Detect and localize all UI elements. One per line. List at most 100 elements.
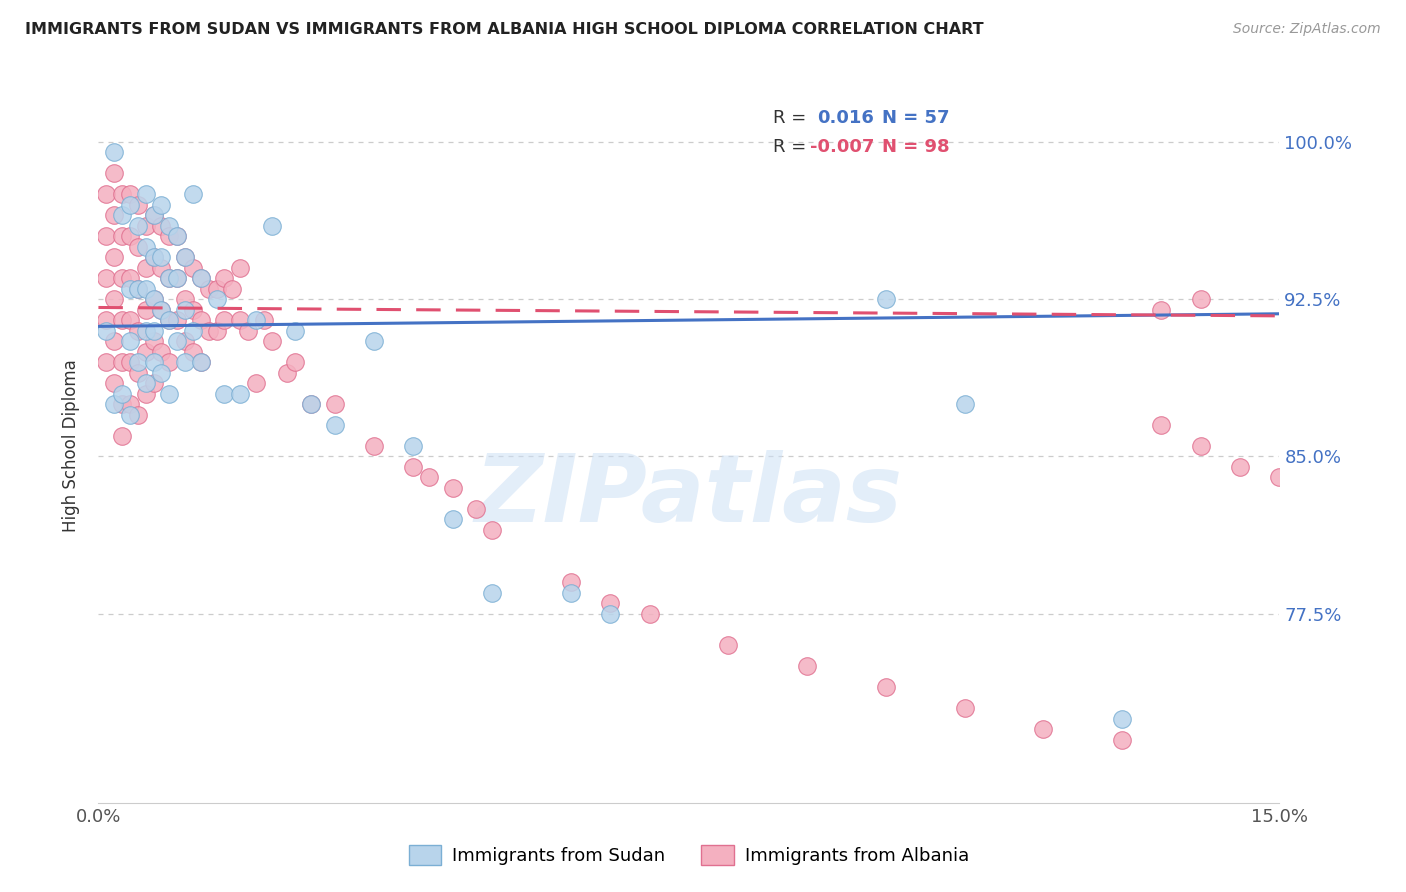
Point: [157, 229, 180, 244]
Point: [1229, 460, 1251, 475]
Point: [142, 292, 165, 306]
Point: [157, 313, 180, 327]
Point: [118, 408, 141, 422]
Point: [323, 397, 346, 411]
Point: [142, 334, 165, 348]
Point: [127, 219, 149, 233]
Point: [1032, 723, 1054, 737]
Point: [142, 250, 165, 264]
Point: [174, 302, 197, 317]
Point: [229, 386, 252, 401]
Point: [111, 355, 134, 369]
Point: [1189, 439, 1212, 453]
Point: [221, 282, 243, 296]
Point: [142, 376, 165, 390]
Point: [111, 208, 134, 222]
Point: [205, 282, 228, 296]
Point: [481, 586, 503, 600]
Text: Source: ZipAtlas.com: Source: ZipAtlas.com: [1233, 22, 1381, 37]
Point: [402, 460, 425, 475]
Point: [197, 282, 219, 296]
Point: [118, 187, 141, 202]
Point: [1111, 732, 1133, 747]
Point: [150, 302, 173, 317]
Point: [245, 376, 267, 390]
Point: [103, 397, 125, 411]
Point: [465, 502, 488, 516]
Point: [142, 292, 165, 306]
Point: [1150, 417, 1173, 432]
Point: [103, 376, 125, 390]
Point: [166, 313, 188, 327]
Point: [118, 313, 141, 327]
Point: [96, 324, 118, 338]
Point: [174, 250, 197, 264]
Point: [205, 292, 228, 306]
Point: [135, 376, 157, 390]
Point: [299, 397, 322, 411]
Point: [96, 187, 118, 202]
Point: [142, 324, 165, 338]
Text: -0.007: -0.007: [810, 137, 875, 156]
Point: [118, 282, 141, 296]
Point: [127, 282, 149, 296]
Point: [150, 366, 173, 380]
Point: [236, 324, 259, 338]
Point: [157, 313, 180, 327]
Point: [190, 271, 212, 285]
Point: [135, 219, 157, 233]
Point: [181, 302, 204, 317]
Point: [181, 324, 204, 338]
Point: [157, 386, 180, 401]
Point: [260, 219, 283, 233]
Point: [166, 334, 188, 348]
Point: [157, 355, 180, 369]
Point: [174, 292, 197, 306]
Point: [103, 145, 125, 160]
Point: [118, 229, 141, 244]
Point: [127, 366, 149, 380]
Point: [181, 260, 204, 275]
Point: [157, 271, 180, 285]
Point: [599, 607, 621, 621]
Point: [441, 512, 464, 526]
Point: [157, 219, 180, 233]
Point: [1111, 712, 1133, 726]
Point: [197, 324, 219, 338]
Point: [150, 250, 173, 264]
Point: [111, 386, 134, 401]
Point: [214, 386, 236, 401]
Text: ZIPatlas: ZIPatlas: [475, 450, 903, 542]
Point: [135, 324, 157, 338]
Point: [875, 292, 897, 306]
Point: [142, 208, 165, 222]
Point: [103, 334, 125, 348]
Point: [135, 260, 157, 275]
Point: [135, 187, 157, 202]
Point: [190, 271, 212, 285]
Point: [1268, 470, 1291, 484]
Point: [174, 334, 197, 348]
Point: [111, 271, 134, 285]
Point: [127, 239, 149, 253]
Point: [875, 681, 897, 695]
Point: [127, 324, 149, 338]
Point: [150, 197, 173, 211]
Point: [214, 313, 236, 327]
Point: [166, 229, 188, 244]
Point: [111, 229, 134, 244]
Point: [205, 324, 228, 338]
Point: [135, 386, 157, 401]
Point: [118, 334, 141, 348]
Point: [245, 313, 267, 327]
Point: [174, 250, 197, 264]
Point: [135, 302, 157, 317]
Point: [111, 428, 134, 442]
Point: [142, 250, 165, 264]
Point: [142, 355, 165, 369]
Point: [717, 639, 740, 653]
Point: [150, 260, 173, 275]
Point: [127, 282, 149, 296]
Point: [418, 470, 440, 484]
Point: [638, 607, 661, 621]
